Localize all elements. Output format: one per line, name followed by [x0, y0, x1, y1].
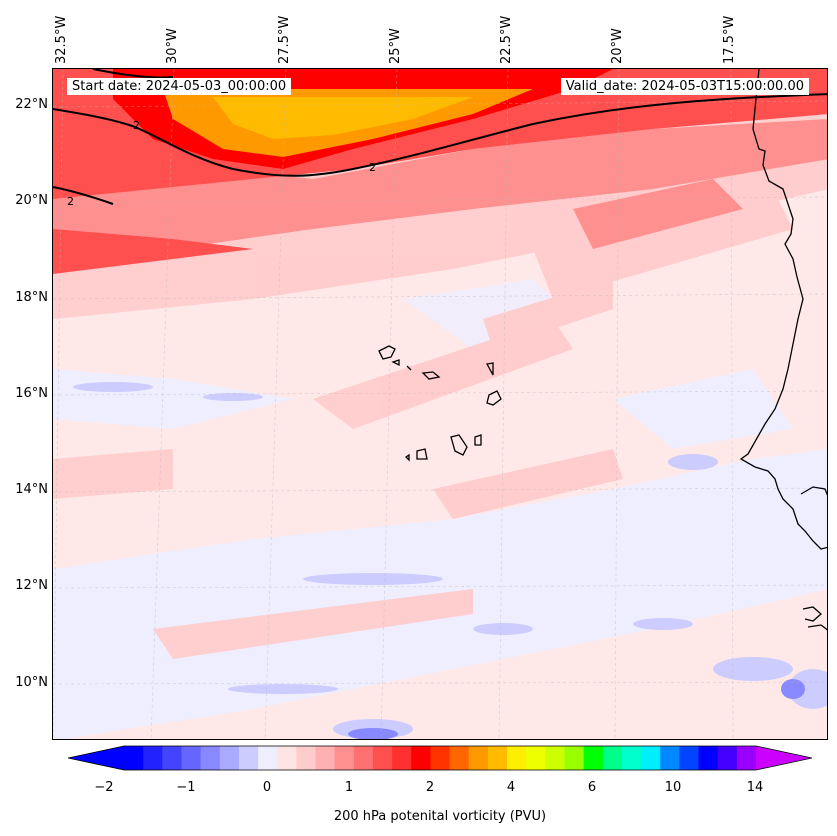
colorbar-segment — [583, 746, 604, 770]
colorbar-segment — [564, 746, 585, 770]
colorbar-segment — [660, 746, 680, 770]
colorbar-segment — [621, 746, 642, 770]
lat-label: 16°N — [15, 386, 48, 401]
coastline — [739, 69, 827, 631]
colorbar-segment — [507, 746, 527, 770]
colorbar-segment — [641, 746, 661, 770]
colorbar-segment — [392, 746, 412, 770]
gridlines — [53, 69, 827, 739]
colorbar-segment — [238, 746, 259, 770]
colorbar-segment — [372, 746, 393, 770]
max-pv-core-inner — [213, 97, 473, 139]
colorbar-tick: 4 — [506, 780, 516, 795]
lon-label: 25°W — [388, 28, 403, 64]
colorbar-segment — [679, 746, 700, 770]
colorbar-under-arrow — [68, 746, 124, 770]
colorbar-segment — [449, 746, 470, 770]
colorbar-segment — [717, 746, 738, 770]
colorbar-segment — [124, 746, 144, 770]
colorbar-tick: 0 — [262, 780, 272, 795]
colorbar-segment — [219, 746, 240, 770]
colorbar-tick: −2 — [94, 780, 114, 795]
lat-label: 20°N — [15, 193, 48, 208]
colorbar-segment — [736, 746, 757, 770]
colorbar-segment — [602, 746, 623, 770]
colorbar-segment — [181, 746, 202, 770]
lat-label: 14°N — [15, 482, 48, 497]
colorbar-tick: 10 — [664, 780, 682, 795]
colorbar-segment — [430, 746, 451, 770]
medium-pv-bands — [53, 119, 827, 269]
contour-label: 2 — [369, 161, 376, 174]
colorbar-segment — [162, 746, 182, 770]
colorbar-segment — [487, 746, 508, 770]
colorbar-outline — [68, 745, 812, 771]
cape-verde-islands — [378, 345, 502, 462]
colorbar-segment — [315, 746, 336, 770]
lat-label: 12°N — [15, 578, 48, 593]
lat-label: 18°N — [15, 290, 48, 305]
contour-label: 2 — [67, 195, 74, 208]
colorbar-segment — [258, 746, 278, 770]
colorbar-segment — [143, 746, 163, 770]
map-panel[interactable]: 2 2 2 Start date: 2024-05-03_00:00:00 Va… — [52, 68, 828, 740]
colorbar-over-arrow — [756, 746, 812, 770]
lon-label: 20°W — [610, 28, 625, 64]
valid-date-label: Valid_date: 2024-05-03T15:00:00.00 — [560, 78, 809, 95]
colorbar-segment — [526, 746, 546, 770]
lon-label: 27.5°W — [277, 15, 292, 64]
start-date-label: Start date: 2024-05-03_00:00:00 — [67, 78, 292, 95]
colorbar-segment — [200, 746, 221, 770]
contour-labels: 2 2 2 — [67, 119, 376, 208]
lon-label: 17.5°W — [722, 15, 737, 64]
lon-label: 22.5°W — [499, 15, 514, 64]
colorbar-segment — [334, 746, 355, 770]
colorbar-tick: 6 — [587, 780, 597, 795]
pv-2-contour — [53, 69, 827, 205]
colorbar-segment — [411, 746, 431, 770]
colorbar-segment — [545, 746, 565, 770]
lat-label: 22°N — [15, 97, 48, 112]
colorbar-tick: 1 — [344, 780, 354, 795]
colorbar — [68, 745, 812, 771]
colorbar-segment — [698, 746, 719, 770]
colorbar-segment — [277, 746, 297, 770]
lat-label: 10°N — [15, 675, 48, 690]
deep-negative-pv-cells — [348, 679, 805, 739]
colorbar-tick: 14 — [746, 780, 764, 795]
lon-label: 32.5°W — [54, 15, 69, 64]
contour-label: 2 — [133, 119, 140, 132]
colorbar-tick: 2 — [425, 780, 435, 795]
pv-field-map: 2 2 2 — [53, 69, 827, 739]
colorbar-label: 200 hPa potenital vorticity (PVU) — [333, 809, 547, 824]
colorbar-tick: −1 — [176, 780, 196, 795]
colorbar-segment — [353, 746, 374, 770]
colorbar-segment — [296, 746, 317, 770]
lon-label: 30°W — [165, 28, 180, 64]
colorbar-segment — [468, 746, 489, 770]
